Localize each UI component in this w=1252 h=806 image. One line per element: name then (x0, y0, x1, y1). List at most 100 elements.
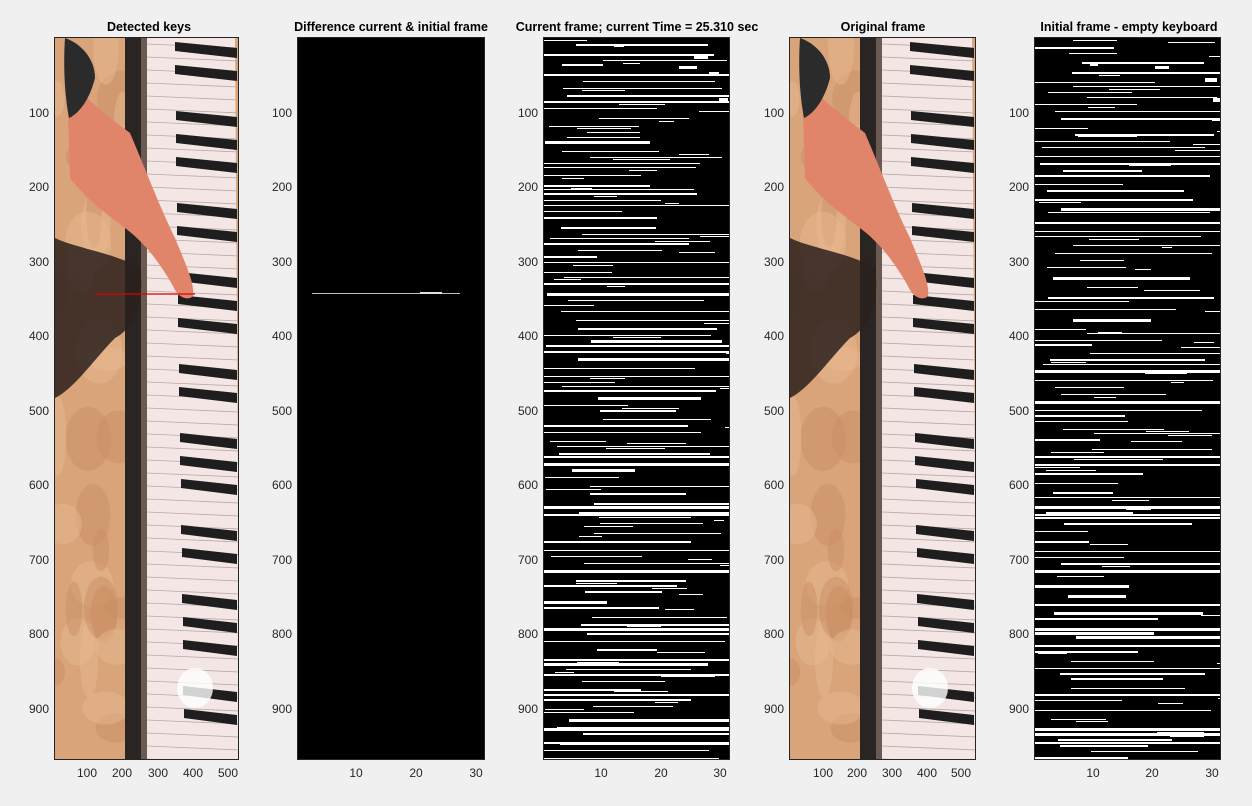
key-separator (881, 628, 975, 634)
black-key (181, 479, 237, 495)
y-tick-label: 100 (1008, 106, 1029, 120)
image-axes-detected-keys[interactable] (54, 37, 239, 760)
white-stripe (1054, 612, 1203, 615)
white-stripe (725, 427, 729, 428)
white-stripe (544, 175, 641, 176)
white-stripe (551, 556, 642, 557)
key-separator (881, 290, 975, 296)
key-separator (881, 511, 975, 517)
image-axes-current-frame[interactable] (543, 37, 730, 760)
key-separator (146, 472, 238, 478)
white-blob (709, 72, 719, 75)
white-stripe (584, 563, 729, 564)
hand-shadow (790, 238, 877, 398)
white-stripe (665, 203, 679, 204)
key-separator (881, 446, 975, 452)
y-tick-label: 100 (271, 106, 292, 120)
white-stripe (547, 293, 729, 296)
key-separator (146, 446, 238, 452)
white-stripe (544, 262, 729, 263)
key-separator (881, 407, 975, 413)
white-stripe (544, 54, 714, 56)
white-stripe (590, 157, 722, 158)
y-tick-label: 300 (28, 255, 49, 269)
white-stripe (544, 607, 659, 609)
key-separator (881, 732, 975, 738)
black-key (178, 318, 237, 334)
key-separator (146, 745, 238, 751)
x-tick-label: 300 (147, 766, 169, 780)
white-stripe (1087, 333, 1220, 334)
white-stripe (1035, 517, 1220, 519)
key-separator (881, 82, 975, 88)
y-tick-label: 700 (763, 553, 784, 567)
white-stripe (1035, 47, 1114, 49)
white-stripe (1035, 604, 1220, 606)
black-key (912, 203, 974, 219)
key-separator (881, 498, 975, 504)
white-stripe (544, 382, 615, 383)
key-separator (881, 329, 975, 335)
white-stripe (1205, 311, 1220, 312)
black-key (918, 640, 974, 656)
white-stripe (1035, 128, 1088, 129)
white-stripe (557, 727, 729, 728)
white-stripe (554, 279, 581, 280)
black-key (179, 387, 237, 403)
white-blob (679, 66, 697, 69)
black-key (177, 226, 237, 242)
key-separator (881, 316, 975, 322)
white-stripe (1061, 118, 1220, 120)
white-stripe (1048, 297, 1214, 299)
white-stripe (544, 167, 696, 168)
white-stripe (1035, 329, 1086, 330)
white-stripe (562, 386, 729, 387)
y-tick-label: 200 (517, 180, 538, 194)
white-stripe (1035, 668, 1220, 669)
white-stripe (1055, 111, 1220, 112)
key-separator (146, 56, 238, 62)
white-stripe (1126, 509, 1151, 510)
white-stripe (1046, 512, 1133, 514)
white-stripe (613, 159, 670, 160)
white-stripe (1071, 688, 1185, 689)
x-tick-label: 100 (76, 766, 98, 780)
white-stripe (1061, 394, 1166, 395)
wood-grain (790, 81, 800, 117)
white-band (544, 728, 729, 731)
white-blob (719, 98, 728, 102)
white-band (1035, 514, 1220, 516)
key-separator (146, 420, 238, 426)
white-stripe (1090, 544, 1128, 545)
white-stripe (1047, 267, 1126, 268)
key-separator (146, 316, 238, 322)
white-stripe (607, 286, 625, 287)
white-stripe (1035, 531, 1088, 532)
white-stripe (1035, 585, 1129, 588)
white-stripe (1073, 245, 1220, 246)
white-stripe (1053, 492, 1113, 494)
wood-grain (55, 658, 66, 686)
x-tick-label: 500 (950, 766, 972, 780)
key-separator (146, 732, 238, 738)
image-axes-difference[interactable] (297, 37, 485, 760)
white-stripe (1035, 380, 1213, 381)
white-stripe (1072, 72, 1220, 74)
image-axes-initial-frame[interactable] (1034, 37, 1221, 760)
black-key (178, 272, 237, 288)
white-stripe (1087, 287, 1138, 288)
white-stripe (704, 323, 729, 324)
key-separator (881, 199, 975, 205)
keyboard-photo (55, 38, 238, 759)
key-separator (146, 407, 238, 413)
white-stripe (578, 358, 729, 361)
white-stripe (585, 591, 662, 593)
image-axes-original-frame[interactable] (789, 37, 976, 760)
wood-grain (790, 396, 802, 476)
white-stripe (603, 60, 727, 61)
wristwatch (799, 38, 830, 118)
white-stripe (561, 311, 729, 312)
white-stripe (603, 419, 711, 420)
wood-grain (817, 691, 865, 725)
hand (67, 78, 194, 299)
